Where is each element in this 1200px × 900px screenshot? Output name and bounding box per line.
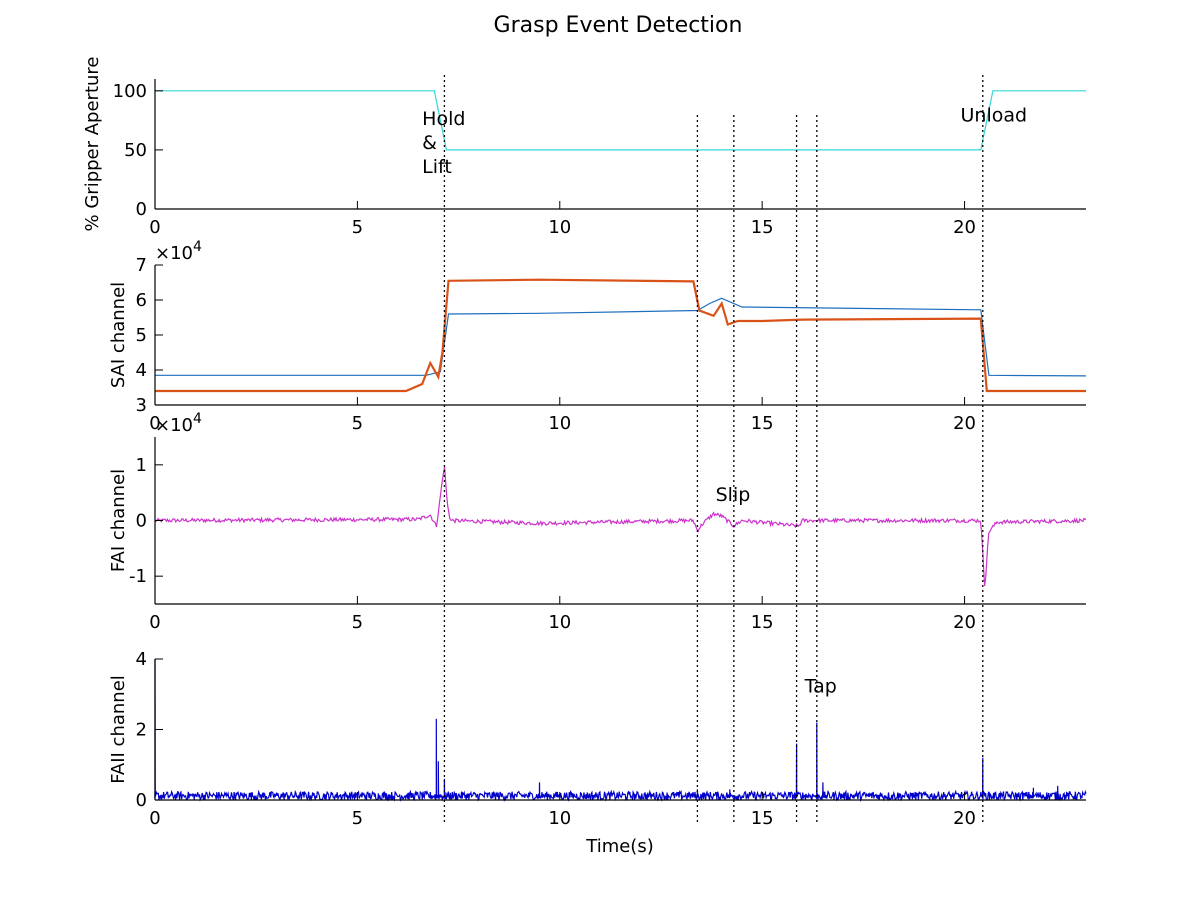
y-axis-label: FAI channel — [108, 469, 129, 572]
series-line-2-1 — [155, 297, 1087, 377]
series-line-4-1 — [154, 658, 1087, 803]
y-tick-label: 7 — [136, 255, 147, 276]
annotation-text: Unload — [961, 105, 1028, 127]
x-tick-label: 15 — [751, 217, 774, 238]
y-tick-label: 4 — [136, 360, 147, 381]
y-tick-label: 0 — [136, 511, 147, 532]
y-axis-label: % Gripper Aperture — [82, 57, 103, 232]
x-tick-label: 10 — [548, 808, 571, 829]
x-tick-label: 20 — [953, 612, 976, 633]
x-tick-label: 0 — [149, 808, 160, 829]
x-tick-label: 10 — [548, 413, 571, 434]
x-tick-label: 15 — [751, 612, 774, 633]
series-line-2-2 — [155, 278, 1086, 393]
x-tick-label: 10 — [548, 612, 571, 633]
annotation-text: Lift — [422, 156, 452, 178]
annotation-text: Slip — [716, 484, 751, 506]
subplot-2: 0 5 10 15 20 3 4 5 6 7 ×104 SAI channel — [108, 239, 1087, 434]
x-tick-label: 0 — [149, 217, 160, 238]
y-axis-label: FAII channel — [108, 675, 129, 784]
x-tick-label: 20 — [953, 808, 976, 829]
annotation-text: Hold — [422, 108, 465, 130]
y-tick-label: 1 — [136, 455, 147, 476]
y-tick-label: 2 — [136, 720, 147, 741]
y-tick-label: 0 — [136, 790, 147, 811]
annotation-text: & — [422, 132, 437, 154]
series-line-3-1 — [154, 466, 1087, 587]
subplot-1: 0 5 10 15 20 0 50 100 % Gripper Aperture Hold&Lif… — [82, 57, 1086, 238]
x-tick-label: 0 — [149, 413, 160, 434]
x-tick-label: 20 — [953, 413, 976, 434]
annotation-text: Tap — [804, 675, 837, 697]
y-axis-label: SAI channel — [108, 282, 129, 388]
x-tick-label: 15 — [751, 413, 774, 434]
y-tick-label: 4 — [136, 649, 147, 670]
x-tick-label: 5 — [352, 808, 363, 829]
y-exponent-label: ×104 — [155, 239, 202, 264]
series-line-1-1 — [155, 90, 1086, 151]
y-tick-label: 100 — [113, 81, 147, 102]
x-tick-label: 5 — [352, 217, 363, 238]
y-tick-label: -1 — [129, 566, 147, 587]
y-tick-label: 3 — [136, 395, 147, 416]
x-tick-label: 0 — [149, 612, 160, 633]
subplot-4: 0 5 10 15 20 0 2 4 FAII channel Tap — [108, 649, 1087, 829]
x-tick-label: 20 — [953, 217, 976, 238]
figure-title: Grasp Event Detection — [494, 13, 743, 38]
x-tick-label: 5 — [352, 413, 363, 434]
y-tick-label: 6 — [136, 290, 147, 311]
x-tick-label: 10 — [548, 217, 571, 238]
y-tick-label: 50 — [124, 140, 147, 161]
x-tick-label: 5 — [352, 612, 363, 633]
x-axis-label: Time(s) — [585, 836, 653, 857]
x-tick-label: 15 — [751, 808, 774, 829]
y-tick-label: 0 — [136, 199, 147, 220]
event-lines — [443, 75, 984, 822]
y-exponent-label: ×104 — [155, 411, 202, 436]
y-tick-label: 5 — [136, 325, 147, 346]
